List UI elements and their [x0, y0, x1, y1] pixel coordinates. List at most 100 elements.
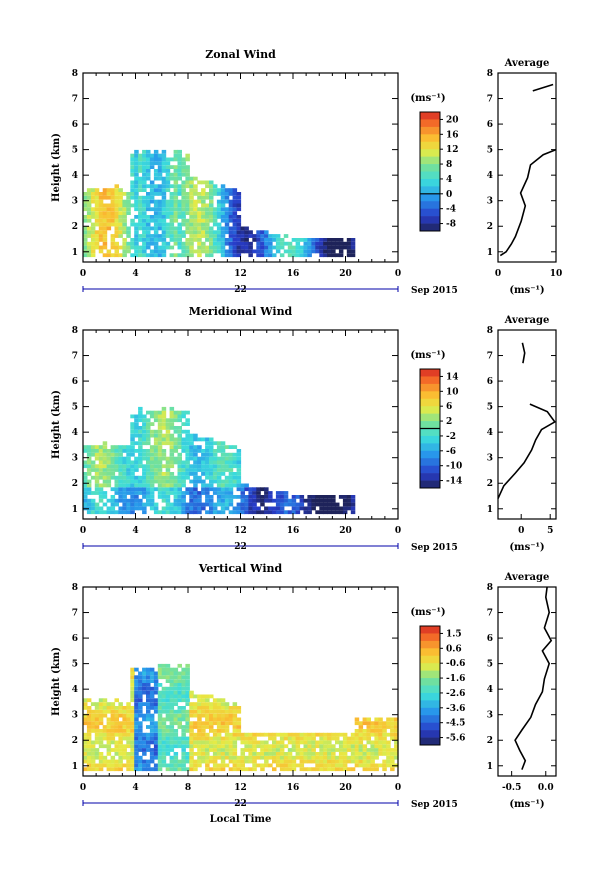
heat-cell	[126, 725, 131, 729]
heat-cell	[161, 456, 167, 461]
heat-cell	[122, 245, 127, 250]
heat-cell	[161, 464, 167, 469]
heat-cell	[181, 180, 186, 185]
heat-cell	[378, 717, 383, 722]
heat-cell	[130, 491, 135, 495]
heat-cell	[83, 498, 88, 503]
heat-cell	[173, 184, 179, 189]
heat-cell	[102, 238, 108, 242]
heat-cell	[327, 253, 332, 258]
heat-cell	[83, 445, 88, 449]
heat-cell	[209, 215, 214, 219]
heat-cell	[118, 498, 123, 503]
heat-cell	[201, 744, 206, 749]
heat-cell	[287, 767, 293, 772]
colorbar-tick-label: 12	[446, 145, 459, 155]
heat-cell	[161, 441, 167, 446]
heat-cell	[185, 418, 190, 423]
heat-cell	[189, 245, 194, 250]
heatmap-cells	[83, 149, 356, 258]
heat-cell	[86, 759, 92, 764]
heat-cell	[110, 464, 116, 469]
heat-cell	[228, 464, 234, 469]
heat-cell	[177, 241, 182, 246]
heat-cell	[142, 767, 147, 772]
heat-cell	[98, 498, 104, 503]
heat-cell	[216, 491, 222, 495]
heat-cell	[216, 222, 222, 227]
heat-cell	[138, 222, 143, 227]
heat-cell	[295, 253, 301, 258]
heat-cell	[252, 755, 257, 760]
heat-cell	[185, 230, 190, 235]
heat-cell	[169, 702, 175, 706]
heat-cell	[138, 690, 143, 695]
heat-cell	[157, 694, 163, 699]
heat-cell	[327, 763, 332, 768]
heat-cell	[146, 429, 151, 434]
heat-cell	[142, 215, 147, 219]
heat-cell	[232, 464, 238, 469]
heat-cell	[232, 736, 238, 741]
heat-cell	[209, 437, 214, 442]
heat-cell	[311, 506, 316, 511]
heat-cell	[185, 441, 190, 446]
heat-cell	[185, 717, 190, 722]
heat-cell	[83, 192, 88, 196]
heat-cell	[126, 729, 131, 733]
heat-cell	[173, 498, 179, 503]
heat-cell	[228, 502, 234, 507]
heat-cell	[216, 472, 222, 476]
heat-cell	[161, 230, 167, 235]
heat-cell	[307, 744, 312, 749]
heat-cell	[149, 686, 155, 691]
heat-cell	[268, 763, 273, 768]
heat-cell	[185, 211, 190, 215]
heat-cell	[157, 663, 163, 668]
heat-cell	[228, 744, 234, 749]
heat-cell	[323, 755, 328, 760]
heat-cell	[205, 694, 210, 699]
heat-cell	[165, 245, 171, 250]
heat-cell	[287, 502, 293, 507]
heat-cell	[244, 510, 249, 515]
heat-cell	[134, 483, 139, 488]
heat-cell	[177, 456, 182, 461]
heat-cell	[394, 744, 399, 749]
heat-cell	[142, 449, 147, 453]
heat-cell	[390, 732, 395, 737]
heat-cell	[181, 199, 186, 204]
heat-cell	[153, 234, 159, 238]
heat-cell	[169, 406, 175, 411]
heat-cell	[248, 732, 253, 737]
heat-cell	[378, 740, 383, 745]
heat-cell	[134, 253, 139, 258]
heat-cell	[319, 740, 324, 745]
avg-x-label: (ms⁻¹)	[509, 799, 544, 810]
heat-cell	[335, 245, 340, 250]
heat-cell	[86, 755, 92, 760]
heat-cell	[236, 483, 242, 488]
heat-cell	[248, 234, 253, 238]
heat-cell	[295, 238, 301, 242]
heat-cell	[216, 725, 222, 729]
heat-cell	[362, 721, 368, 726]
heat-cell	[149, 495, 155, 499]
heat-cell	[142, 759, 147, 764]
heat-cell	[209, 445, 214, 449]
heat-cell	[354, 729, 360, 733]
x-tick-label: 4	[132, 269, 138, 279]
heat-cell	[362, 763, 368, 768]
heat-cell	[193, 218, 198, 223]
heat-cell	[169, 698, 175, 703]
heat-cell	[307, 249, 312, 254]
heat-cell	[382, 744, 387, 749]
heat-cell	[94, 713, 100, 718]
heat-cell	[161, 245, 167, 250]
heat-cell	[323, 744, 328, 749]
heat-cell	[240, 510, 245, 515]
heat-cell	[149, 702, 155, 706]
heat-cell	[130, 495, 135, 499]
heat-cell	[272, 744, 277, 749]
heat-cell	[220, 744, 226, 749]
